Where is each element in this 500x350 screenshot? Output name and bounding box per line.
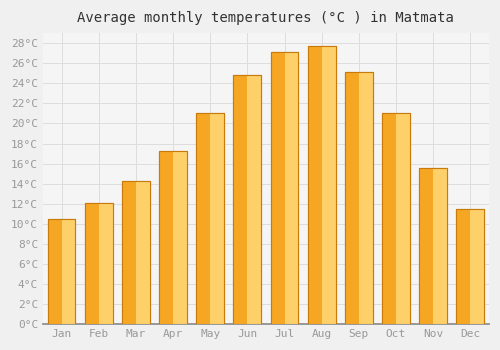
Bar [62,219,76,324]
Bar [456,209,484,324]
Bar [270,52,298,324]
Bar [345,72,359,324]
Bar [322,46,336,324]
Bar [308,46,336,324]
Bar [210,113,224,324]
Bar [48,219,62,324]
Bar [284,52,298,324]
Bar [173,150,187,324]
Bar [85,203,112,324]
Bar [382,113,410,324]
Bar [159,150,187,324]
Bar [196,113,224,324]
Bar [48,219,76,324]
Bar [234,75,247,324]
Bar [98,203,112,324]
Bar [270,52,298,324]
Title: Average monthly temperatures (°C ) in Matmata: Average monthly temperatures (°C ) in Ma… [78,11,454,25]
Bar [122,181,150,324]
Bar [419,168,433,324]
Bar [396,113,410,324]
Bar [419,168,447,324]
Bar [248,75,262,324]
Bar [48,219,76,324]
Bar [159,150,173,324]
Bar [345,72,373,324]
Bar [234,75,262,324]
Bar [456,209,470,324]
Bar [234,75,262,324]
Bar [85,203,98,324]
Bar [308,46,336,324]
Bar [359,72,373,324]
Bar [122,181,136,324]
Bar [85,203,112,324]
Bar [345,72,373,324]
Bar [308,46,322,324]
Bar [122,181,150,324]
Bar [136,181,150,324]
Bar [196,113,210,324]
Bar [270,52,284,324]
Bar [419,168,447,324]
Bar [382,113,410,324]
Bar [159,150,187,324]
Bar [382,113,396,324]
Bar [470,209,484,324]
Bar [433,168,447,324]
Bar [196,113,224,324]
Bar [456,209,484,324]
